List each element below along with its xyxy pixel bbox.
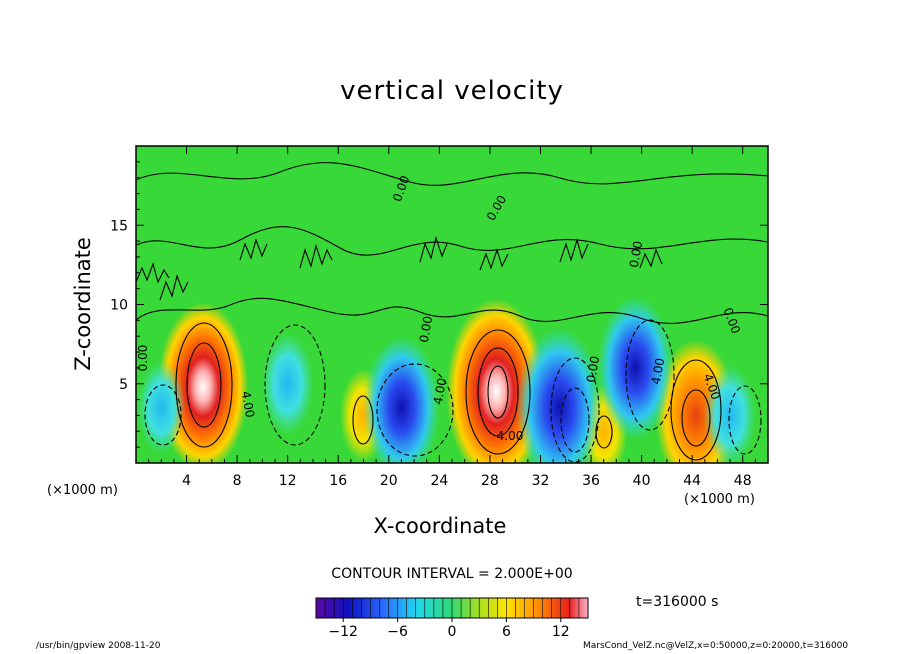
x-tick-label-11: 48 [734, 473, 752, 489]
y-tick-label-1: 10 [110, 298, 128, 314]
colorbar-tick-label-3: 6 [502, 624, 511, 640]
x-unit-right: (×1000 m) [684, 492, 755, 507]
negative-contours [144, 319, 762, 463]
x-tick-label-4: 20 [380, 473, 398, 489]
contour-labels: 0.000.000.000.000.004.00 4.004.004.004.00… [136, 174, 743, 443]
x-tick-label-8: 36 [582, 473, 600, 489]
x-tick-label-1: 8 [233, 473, 242, 489]
velocity-cells [137, 295, 757, 463]
contour-label-6: 4.00 [431, 377, 449, 406]
x-tick-label-5: 24 [430, 473, 448, 489]
footer-program-date: /usr/bin/gpview 2008-11-20 [36, 641, 161, 651]
x-tick-label-9: 40 [633, 473, 651, 489]
contour-label-5: 4.00 [239, 390, 257, 419]
heatmap-field: 0.000.000.000.000.004.00 4.004.004.004.00… [136, 146, 768, 463]
contour-label-7: 4.00 [497, 429, 524, 443]
y-tick-label-0: 5 [119, 377, 128, 393]
x-axis-ticks: 4 8 12 16 20 24 28 32 36 40 44 48 [148, 146, 756, 489]
velocity-cell-5 [363, 335, 440, 463]
colorbar-tick-label-1: −6 [387, 624, 408, 640]
x-tick-label-7: 32 [532, 473, 550, 489]
x-tick-label-10: 44 [683, 473, 701, 489]
y-axis-ticks: 5 10 15 [110, 161, 768, 448]
time-label: t=316000 s [636, 594, 719, 610]
colorbar: −12 −6 0 6 12 [315, 597, 589, 640]
x-tick-label-6: 28 [481, 473, 499, 489]
x-axis-label: X-coordinate [373, 514, 507, 538]
velocity-cell-6 [516, 327, 603, 463]
velocity-cell-7 [597, 295, 674, 440]
colorbar-tick-label-4: 12 [552, 624, 570, 640]
colorbar-ticks: −12 −6 0 6 12 [328, 618, 570, 640]
contour-label-11: 0.00 [584, 355, 602, 384]
y-axis-label: Z-coordinate [71, 237, 95, 371]
contour-lines [136, 162, 768, 461]
colorbar-segments [324, 598, 580, 618]
chart-title: vertical velocity [340, 76, 564, 106]
colorbar-tick-label-2: 0 [448, 624, 457, 640]
contour-label-0: 0.00 [136, 345, 150, 372]
contour-label-2: 0.00 [417, 315, 435, 344]
x-tick-label-3: 16 [329, 473, 347, 489]
velocity-cell-9 [261, 332, 314, 435]
x-tick-label-2: 12 [279, 473, 297, 489]
colorbar-tick-label-0: −12 [328, 624, 358, 640]
contour-label-8: 4.00 [649, 357, 667, 386]
footer-source-file: MarsCond_VelZ.nc@VelZ,x=0:50000,z=0:2000… [583, 641, 849, 651]
x-tick-label-0: 4 [182, 473, 191, 489]
velocity-cell-8 [137, 360, 185, 455]
y-tick-label-2: 15 [110, 218, 128, 234]
contour-interval-label: CONTOUR INTERVAL = 2.000E+00 [331, 566, 573, 582]
x-unit-left: (×1000 m) [47, 483, 118, 498]
contour-label-4: 0.00 [627, 240, 645, 269]
